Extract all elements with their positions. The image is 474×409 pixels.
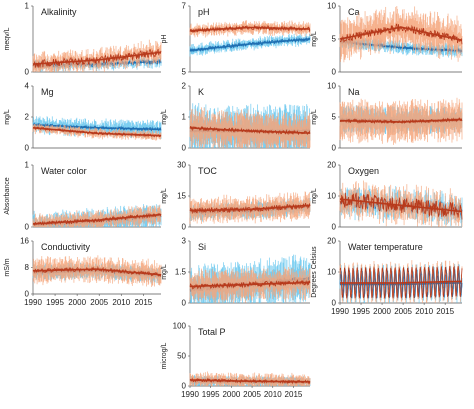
x-tick-label: 1995 [46, 298, 64, 307]
y-axis-label: mg/L [161, 264, 168, 280]
y-tick-label: 1 [182, 113, 187, 122]
y-tick-label: 10 [327, 192, 336, 201]
chart-title: Alkalinity [41, 7, 77, 17]
y-tick-label: 30 [177, 161, 186, 170]
y-tick-label: 8 [25, 263, 30, 272]
y-tick-label: 3 [182, 237, 187, 246]
y-axis-label: mg/L [161, 188, 168, 204]
y-axis-label: pH [161, 35, 168, 44]
chart-title: pH [198, 7, 210, 17]
error-bars [189, 33, 311, 57]
y-tick-label: 20 [327, 161, 336, 170]
chart-panel: Water color Absorbance 0 1 [4, 161, 162, 232]
y-axis-label: mg/L [161, 109, 168, 125]
trend-line [189, 127, 311, 134]
chart-title: Si [198, 242, 206, 252]
chart-title: Na [348, 87, 360, 97]
trend-line [339, 26, 463, 42]
y-tick-label: 1.5 [175, 268, 187, 277]
trend-line [189, 26, 311, 32]
chart-panel: Na mg/L 0 5 10 [311, 82, 463, 153]
chart-panel: Conductivity mS/m 0 8 16 1990 1995 2000 2005 2010… [4, 237, 162, 307]
y-tick-label: 0 [25, 68, 30, 77]
y-tick-label: 5 [332, 35, 337, 44]
x-tick-label: 2010 [112, 298, 130, 307]
y-tick-label: 15 [177, 192, 186, 201]
chart-title: Conductivity [41, 242, 91, 252]
y-tick-label: 0 [25, 223, 30, 232]
y-axis-label: mg/L [4, 109, 11, 125]
y-tick-label: 5 [182, 68, 187, 77]
trend-line [339, 118, 463, 123]
y-axis-label: mg/L [311, 188, 318, 204]
chart-panel: Oxygen mg/L 0 10 20 [311, 161, 463, 232]
chart-title: K [198, 87, 204, 97]
y-axis-label: mS/m [4, 258, 11, 276]
x-tick-label: 1990 [24, 298, 42, 307]
y-tick-label: 0 [25, 144, 30, 153]
y-tick-label: 0 [182, 223, 187, 232]
y-tick-label: 5 [332, 113, 337, 122]
series-line [339, 192, 463, 220]
trend-line [339, 198, 463, 213]
y-tick-label: 0 [25, 290, 30, 299]
chart-panel: Alkalinity meqv/L 0 1 [4, 2, 162, 77]
y-axis-label: mg/L [311, 31, 318, 47]
y-tick-label: 0 [332, 223, 337, 232]
trend-line [32, 213, 162, 225]
y-axis-label: Absorbance [4, 177, 11, 214]
chart-panel: Ca mg/L 0 5 10 [311, 2, 463, 77]
trend-line [189, 38, 311, 52]
y-tick-label: 2 [25, 113, 30, 122]
y-tick-label: 2 [182, 82, 187, 91]
chart-title: Water color [41, 166, 87, 176]
y-tick-label: 16 [20, 237, 29, 246]
trend-line [32, 51, 162, 65]
y-tick-label: 0 [182, 144, 187, 153]
y-tick-label: 0 [182, 299, 187, 308]
trend-line [189, 204, 311, 212]
trend-line [32, 268, 162, 276]
y-tick-label: 0 [332, 68, 337, 77]
chart-title: Oxygen [348, 166, 379, 176]
y-tick-label: 1 [25, 2, 30, 11]
y-axis-label: mg/L [311, 109, 318, 125]
trend-line [32, 127, 162, 137]
y-tick-label: 10 [327, 82, 336, 91]
y-axis-label: meqv/L [4, 27, 11, 50]
trend-line [32, 124, 162, 131]
chart-panel: TOC mg/L 0 15 30 [161, 161, 311, 232]
y-tick-label: 1 [25, 161, 30, 170]
chart-title: Ca [348, 7, 360, 17]
chart-panel: Mg mg/L 0 2 4 [4, 82, 162, 153]
y-tick-label: 4 [25, 82, 30, 91]
y-tick-label: 0 [332, 144, 337, 153]
y-tick-label: 7 [182, 2, 187, 11]
y-tick-label: 10 [327, 2, 336, 11]
chart-title: Mg [41, 87, 54, 97]
chart-title: TOC [198, 166, 217, 176]
x-tick-label: 2005 [90, 298, 108, 307]
chart-panel: Si mg/L 0 1.5 3 [161, 237, 311, 308]
x-tick-label: 2015 [134, 298, 152, 307]
chart-panel: Kmg/L 0 1 2 [161, 82, 311, 153]
chart-panel: pH pH 5 7 [161, 2, 311, 77]
x-tick-label: 2000 [68, 298, 86, 307]
